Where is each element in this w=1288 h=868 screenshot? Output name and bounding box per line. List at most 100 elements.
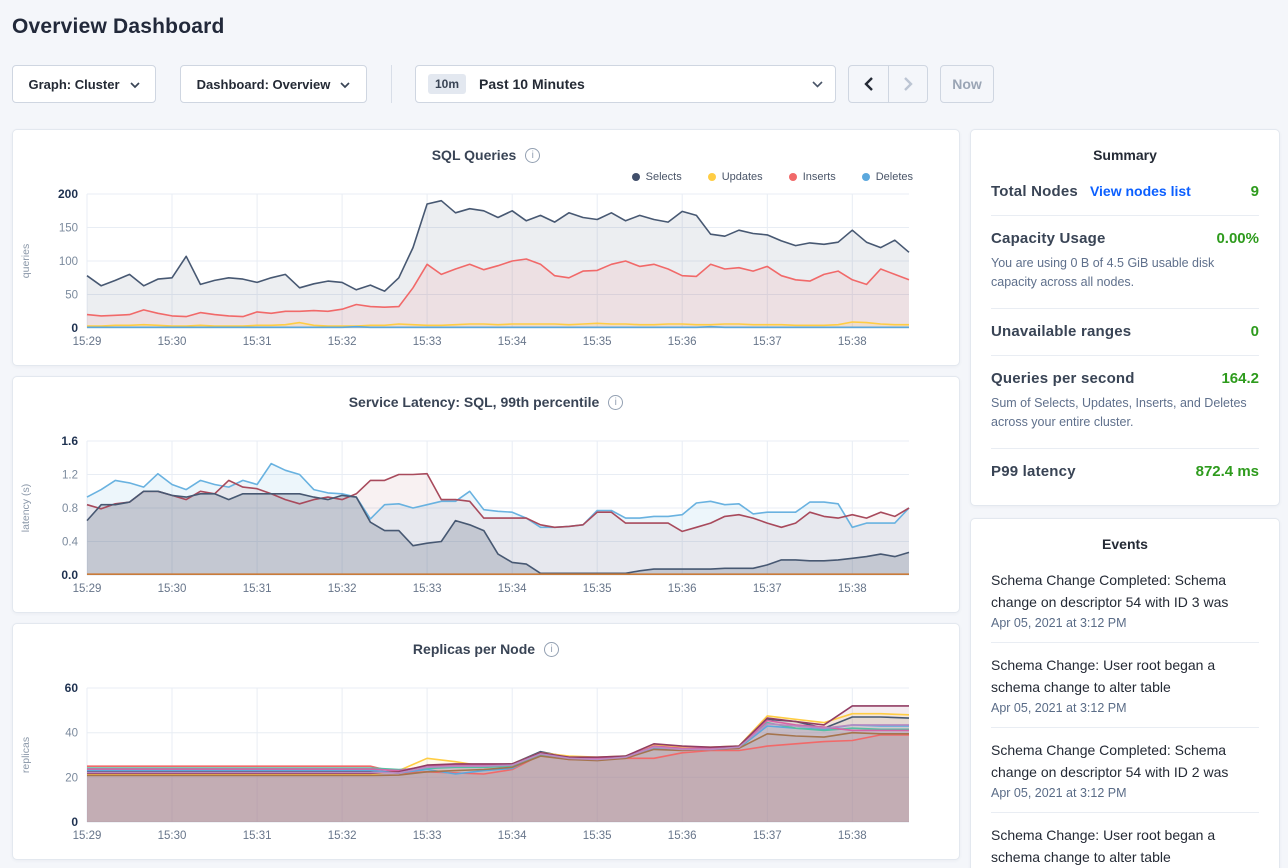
- info-icon[interactable]: i: [608, 394, 624, 410]
- graph-dropdown-label: Graph: Cluster: [28, 76, 120, 92]
- svg-text:15:32: 15:32: [328, 336, 357, 348]
- toolbar: Graph: Cluster Dashboard: Overview 10m P…: [12, 65, 1276, 103]
- service-latency-chart[interactable]: 15:29 15:30 15:31 15:32 15:33 15:34 15:35 15:36…: [13, 434, 959, 599]
- svg-text:15:36: 15:36: [668, 336, 697, 348]
- sql-queries-chart-panel: SQL Queries i Selects Updates Inserts Delet…: [12, 129, 960, 366]
- legend-label: Deletes: [875, 171, 913, 183]
- svg-text:0.4: 0.4: [62, 537, 79, 549]
- svg-text:15:34: 15:34: [498, 830, 527, 842]
- legend-item-updates[interactable]: Updates: [707, 171, 763, 183]
- time-nav-group: [848, 65, 928, 103]
- legend-dot-icon: [631, 173, 640, 181]
- summary-metrics: Total Nodes View nodes list 9 Capacity Usag…: [971, 169, 1279, 505]
- event-text: Schema Change Completed: Schema change o…: [991, 571, 1229, 610]
- event-text: Schema Change: User root began a schema …: [991, 656, 1216, 695]
- svg-text:15:29: 15:29: [73, 336, 102, 348]
- chart-title: SQL Queries: [431, 147, 517, 163]
- svg-text:0: 0: [71, 321, 78, 335]
- legend-item-inserts[interactable]: Inserts: [788, 171, 836, 183]
- time-prev-button[interactable]: [849, 66, 888, 102]
- svg-text:40: 40: [65, 728, 78, 740]
- svg-text:1.2: 1.2: [62, 470, 78, 482]
- time-range-badge: 10m: [428, 74, 467, 94]
- svg-text:15:38: 15:38: [838, 583, 867, 595]
- summary-metric-row: Queries per second 164.2 Sum of Selects, U…: [991, 354, 1259, 448]
- event-list-item[interactable]: Schema Change: User root began a schema …: [991, 812, 1259, 868]
- toolbar-divider: [391, 65, 392, 103]
- legend-item-deletes[interactable]: Deletes: [861, 171, 913, 183]
- svg-text:200: 200: [58, 188, 78, 201]
- svg-text:15:33: 15:33: [413, 336, 442, 348]
- event-list-item[interactable]: Schema Change Completed: Schema change o…: [991, 558, 1259, 642]
- time-range-label: Past 10 Minutes: [479, 76, 585, 92]
- metric-value: 0: [1250, 322, 1259, 340]
- events-title: Events: [1102, 535, 1148, 552]
- summary-metric-row: Unavailable ranges 0: [991, 307, 1259, 355]
- chart-title: Service Latency: SQL, 99th percentile: [348, 394, 600, 410]
- main-content: SQL Queries i Selects Updates Inserts Delet…: [12, 129, 1280, 868]
- chart-legend: Selects Updates Inserts Deletes: [13, 166, 959, 188]
- time-next-button[interactable]: [888, 66, 927, 102]
- summary-metric-row: Total Nodes View nodes list 9: [991, 169, 1259, 215]
- chart-title: Replicas per Node: [412, 641, 536, 657]
- event-list-item[interactable]: Schema Change: User root began a schema …: [991, 641, 1259, 727]
- chevron-down-icon: [340, 77, 350, 92]
- svg-text:15:37: 15:37: [753, 830, 782, 842]
- metric-label: Queries per second: [991, 369, 1135, 387]
- legend-label: Inserts: [802, 171, 836, 183]
- metric-label: Unavailable ranges: [991, 322, 1132, 340]
- svg-text:15:30: 15:30: [158, 830, 187, 842]
- svg-text:50: 50: [65, 290, 78, 302]
- charts-column: SQL Queries i Selects Updates Inserts Delet…: [12, 129, 960, 860]
- legend-dot-icon: [788, 173, 797, 181]
- svg-text:15:33: 15:33: [413, 583, 442, 595]
- chevron-down-icon: [129, 77, 140, 92]
- legend-label: Selects: [645, 171, 682, 183]
- events-panel: Events Schema Change Completed: Schema c…: [970, 517, 1280, 868]
- svg-text:15:31: 15:31: [243, 830, 272, 842]
- svg-text:15:30: 15:30: [158, 583, 187, 595]
- metric-description: Sum of Selects, Updates, Inserts, and De…: [991, 395, 1247, 430]
- metric-label: P99 latency: [991, 462, 1076, 480]
- svg-text:100: 100: [59, 256, 78, 268]
- svg-text:0.8: 0.8: [62, 503, 78, 515]
- legend-dot-icon: [861, 173, 870, 181]
- svg-text:150: 150: [59, 223, 78, 235]
- summary-title: Summary: [1093, 147, 1157, 163]
- info-icon[interactable]: i: [544, 641, 560, 657]
- sql-queries-chart[interactable]: 15:29 15:30 15:31 15:32 15:33 15:34 15:35 15:36…: [13, 187, 959, 352]
- summary-metric-row: Capacity Usage 0.00% You are using 0 B of …: [991, 215, 1259, 308]
- svg-text:latency (s): latency (s): [20, 484, 32, 532]
- legend-item-selects[interactable]: Selects: [631, 171, 682, 183]
- replicas-per-node-chart-panel: Replicas per Node i 15:29 15:30 15:31 15:32…: [12, 623, 960, 860]
- svg-text:15:29: 15:29: [73, 830, 102, 842]
- replicas-per-node-chart[interactable]: 15:29 15:30 15:31 15:32 15:33 15:34 15:35 15:36…: [13, 681, 959, 846]
- legend-label: Updates: [721, 171, 763, 183]
- legend-dot-icon: [707, 173, 716, 181]
- summary-metric-row: P99 latency 872.4 ms: [991, 447, 1259, 495]
- time-range-selector[interactable]: 10m Past 10 Minutes: [415, 65, 836, 103]
- dashboard-dropdown[interactable]: Dashboard: Overview: [180, 65, 367, 103]
- svg-text:0: 0: [71, 815, 78, 829]
- metric-label: Capacity Usage: [991, 230, 1106, 247]
- events-list: Schema Change Completed: Schema change o…: [971, 558, 1279, 868]
- metric-value: 9: [1250, 183, 1259, 200]
- svg-text:15:29: 15:29: [73, 583, 102, 595]
- svg-text:15:30: 15:30: [158, 336, 187, 348]
- event-date: Apr 05, 2021 at 3:12 PM: [991, 700, 1127, 715]
- graph-dropdown[interactable]: Graph: Cluster: [12, 65, 156, 103]
- svg-text:15:32: 15:32: [328, 583, 357, 595]
- info-icon[interactable]: i: [525, 147, 541, 163]
- metric-value: 0.00%: [1216, 230, 1259, 247]
- event-list-item[interactable]: Schema Change Completed: Schema change o…: [991, 726, 1259, 812]
- metric-description: You are using 0 B of 4.5 GiB usable disk…: [991, 256, 1215, 290]
- now-button[interactable]: Now: [940, 65, 994, 103]
- svg-text:15:31: 15:31: [243, 336, 272, 348]
- right-sidebar: Summary Total Nodes View nodes list 9 Capac…: [970, 129, 1280, 868]
- svg-text:0.0: 0.0: [61, 568, 78, 582]
- svg-text:15:32: 15:32: [328, 830, 357, 842]
- page-title: Overview Dashboard: [12, 15, 225, 38]
- svg-text:60: 60: [65, 682, 79, 695]
- view-nodes-list-link[interactable]: View nodes list: [1089, 183, 1191, 199]
- svg-text:15:36: 15:36: [668, 583, 697, 595]
